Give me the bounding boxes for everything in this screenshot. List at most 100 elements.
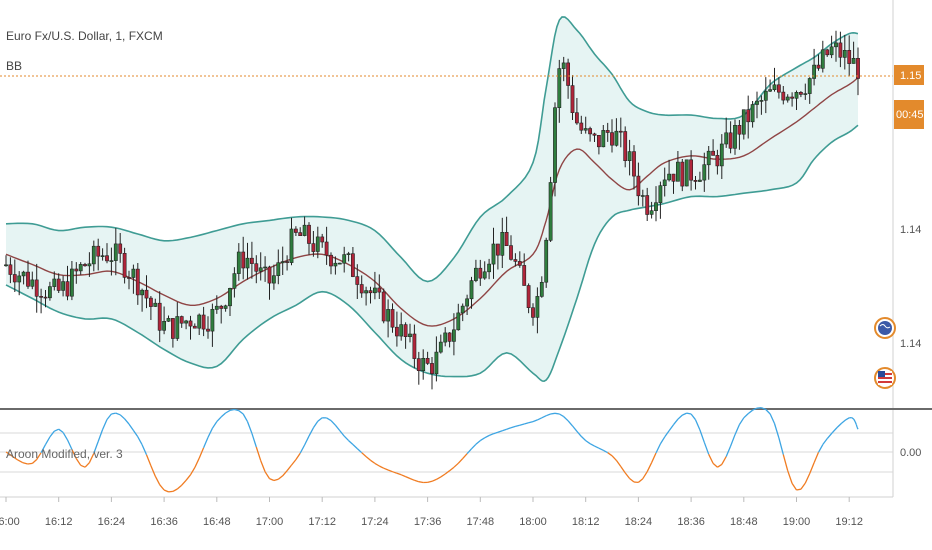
- aroon-segment: [651, 452, 657, 463]
- candle: [157, 291, 162, 343]
- candle: [276, 249, 281, 285]
- aroon-segment: [729, 434, 736, 447]
- candle: [733, 119, 737, 155]
- aroon-segment: [655, 443, 661, 454]
- price-tick-label: 1.14: [900, 338, 921, 350]
- aroon-segment: [436, 476, 442, 480]
- us-flag-event-icon[interactable]: [874, 367, 896, 389]
- aroon-segment: [519, 423, 525, 426]
- aroon-segment: [694, 419, 701, 431]
- candle: [298, 227, 303, 237]
- aroon-segment: [497, 430, 503, 433]
- symbol-title: Euro Fx/U.S. Dollar, 1, FXCM: [6, 29, 163, 43]
- aroon-segment: [229, 408, 235, 412]
- candle: [851, 41, 856, 64]
- aroon-segment: [743, 413, 749, 419]
- candlestick-series: [4, 30, 860, 390]
- globe-event-icon[interactable]: [874, 317, 896, 339]
- aroon-segment: [40, 444, 47, 454]
- aroon-segment: [672, 418, 679, 426]
- candle: [592, 132, 597, 142]
- candle: [478, 259, 483, 286]
- time-tick-label: 18:00: [519, 516, 547, 528]
- candle: [794, 90, 799, 110]
- candle: [807, 77, 812, 104]
- aroon-segment: [677, 414, 683, 420]
- aroon-segment: [682, 412, 687, 416]
- candle: [271, 264, 276, 290]
- candle: [482, 261, 487, 280]
- aroon-pane: Aroon Modified, ver. 3 0.00: [0, 407, 921, 493]
- last-price-label: 1.15: [900, 70, 921, 82]
- candle: [684, 159, 689, 187]
- aroon-segment: [145, 454, 152, 467]
- candle: [842, 34, 847, 70]
- aroon-segment: [260, 460, 266, 473]
- candle: [715, 149, 720, 175]
- aroon-segment: [290, 459, 297, 466]
- candle: [790, 92, 795, 107]
- aroon-segment: [761, 407, 767, 411]
- aroon-segment: [8, 453, 14, 458]
- candle: [737, 120, 742, 150]
- candle: [724, 117, 729, 148]
- aroon-segment: [515, 424, 520, 428]
- candle: [307, 222, 311, 255]
- aroon-segment: [356, 448, 363, 454]
- aroon-segment: [712, 462, 718, 468]
- aroon-segment: [242, 413, 249, 422]
- time-tick-label: 16:12: [45, 516, 73, 528]
- aroon-segment: [554, 412, 560, 415]
- candle: [702, 152, 707, 192]
- candle: [153, 298, 158, 307]
- aroon-segment: [611, 455, 617, 461]
- aroon-segment: [22, 461, 28, 465]
- aroon-segment: [264, 471, 271, 479]
- time-axis[interactable]: 16:00 16:12 16:24 16:36 16:48 17:00 17:12 17:24…: [0, 496, 893, 528]
- aroon-segment: [537, 417, 543, 421]
- aroon-segment: [189, 467, 196, 476]
- candle: [838, 31, 843, 68]
- aroon-segment: [387, 469, 393, 473]
- aroon-segment: [348, 440, 354, 445]
- candle: [632, 145, 636, 190]
- aroon-segment: [668, 424, 675, 432]
- aroon-segment: [5, 451, 10, 455]
- candle: [70, 261, 74, 301]
- candle: [236, 243, 241, 281]
- aroon-segment: [800, 482, 806, 490]
- price-axis[interactable]: 1.14 1.14 1.15 00:45: [874, 0, 924, 497]
- aroon-segment: [817, 444, 824, 453]
- aroon-segment: [414, 479, 419, 483]
- candle: [359, 275, 364, 298]
- aroon-segment: [778, 437, 784, 455]
- candle: [416, 351, 421, 385]
- aroon-segment: [54, 428, 59, 432]
- candle: [285, 255, 290, 271]
- aroon-segment: [220, 412, 227, 418]
- candle: [245, 242, 250, 280]
- aroon-segment: [851, 417, 855, 420]
- candle: [618, 117, 623, 148]
- aroon-segment: [282, 470, 288, 477]
- candle: [675, 151, 680, 182]
- candle: [61, 275, 66, 297]
- aroon-segment: [141, 444, 148, 456]
- aroon-segment: [646, 462, 653, 472]
- candle: [206, 316, 210, 339]
- aroon-segment: [791, 483, 798, 491]
- candle: [706, 146, 711, 180]
- aroon-segment: [427, 480, 433, 484]
- aroon-segment: [571, 425, 578, 432]
- candle: [372, 271, 377, 300]
- aroon-segment: [383, 467, 389, 471]
- bar-countdown-badge: 00:45: [894, 100, 924, 129]
- candle: [522, 253, 527, 286]
- candle: [83, 262, 87, 267]
- aroon-segment: [352, 444, 358, 450]
- aroon-segment: [708, 454, 714, 464]
- aroon-segment: [765, 409, 771, 415]
- candle: [399, 312, 404, 341]
- candle: [175, 302, 180, 341]
- candle: [856, 47, 860, 96]
